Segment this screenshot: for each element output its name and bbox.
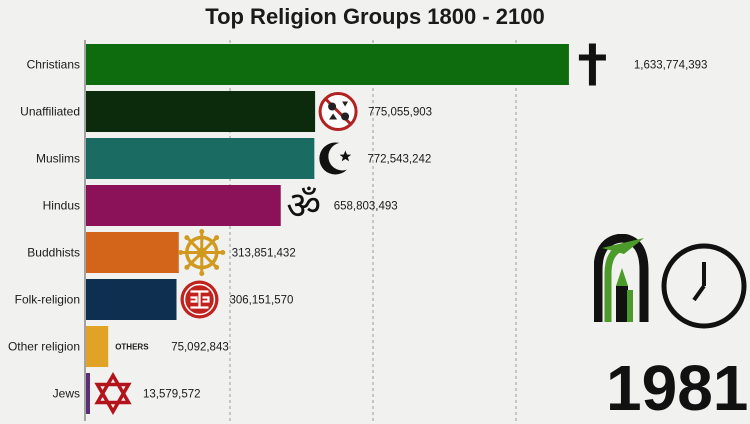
year-counter: 1981 [606, 352, 749, 424]
bar [86, 185, 281, 226]
category-label: Jews [53, 387, 80, 401]
value-label: 313,851,432 [232, 248, 296, 260]
unaffiliated-symbols-icon [318, 92, 358, 131]
folk-religion-emblem-icon [180, 280, 219, 319]
category-label: Christians [27, 58, 80, 72]
gridlines [84, 40, 517, 421]
category-label: Unaffiliated [20, 105, 80, 119]
bar [86, 138, 315, 179]
category-label: Folk-religion [15, 293, 80, 307]
value-label: 658,803,493 [334, 201, 398, 213]
value-label: 772,543,242 [367, 154, 431, 166]
om-icon: ॐ [286, 184, 321, 228]
channel-logo [593, 233, 748, 339]
bars: Christians 1,633,774,393 Unaffiliated 775,0… [8, 43, 708, 415]
bar [86, 279, 177, 320]
bar [86, 44, 569, 85]
category-label: Buddhists [27, 246, 80, 260]
bar-row: Folk-religion 306,151,570 [15, 279, 293, 320]
svg-text:ॐ: ॐ [286, 184, 321, 228]
value-label: 1,633,774,393 [634, 60, 708, 72]
category-label: Muslims [36, 152, 80, 166]
dharma-wheel-icon [178, 229, 226, 276]
bar-row: Other religion OTHERS 75,092,843 [8, 326, 229, 367]
value-label: 13,579,572 [143, 389, 201, 401]
bar-row: Hindus ॐ 658,803,493 [43, 184, 398, 228]
star-of-david-icon [94, 372, 132, 415]
bar [86, 373, 91, 414]
others-tag: OTHERS [115, 343, 149, 352]
bar [86, 232, 179, 273]
category-label: Hindus [43, 199, 80, 213]
value-label: 306,151,570 [229, 295, 293, 307]
chart-title: Top Religion Groups 1800 - 2100 [205, 4, 545, 29]
bar-row: Jews 13,579,572 [53, 372, 201, 415]
bar-row: Muslims 772,543,242 [36, 138, 431, 179]
value-label: 75,092,843 [171, 342, 229, 354]
value-label: 775,055,903 [368, 107, 432, 119]
category-label: Other religion [8, 340, 80, 354]
bar [86, 326, 109, 367]
bar-row: Buddhists 313,851,432 [27, 229, 296, 276]
bar-row: Unaffiliated 775,055,903 [20, 91, 432, 132]
crescent-star-icon [319, 142, 357, 175]
bar [86, 91, 316, 132]
latin-cross-icon [578, 43, 606, 86]
bar-row: Christians 1,633,774,393 [27, 43, 708, 86]
